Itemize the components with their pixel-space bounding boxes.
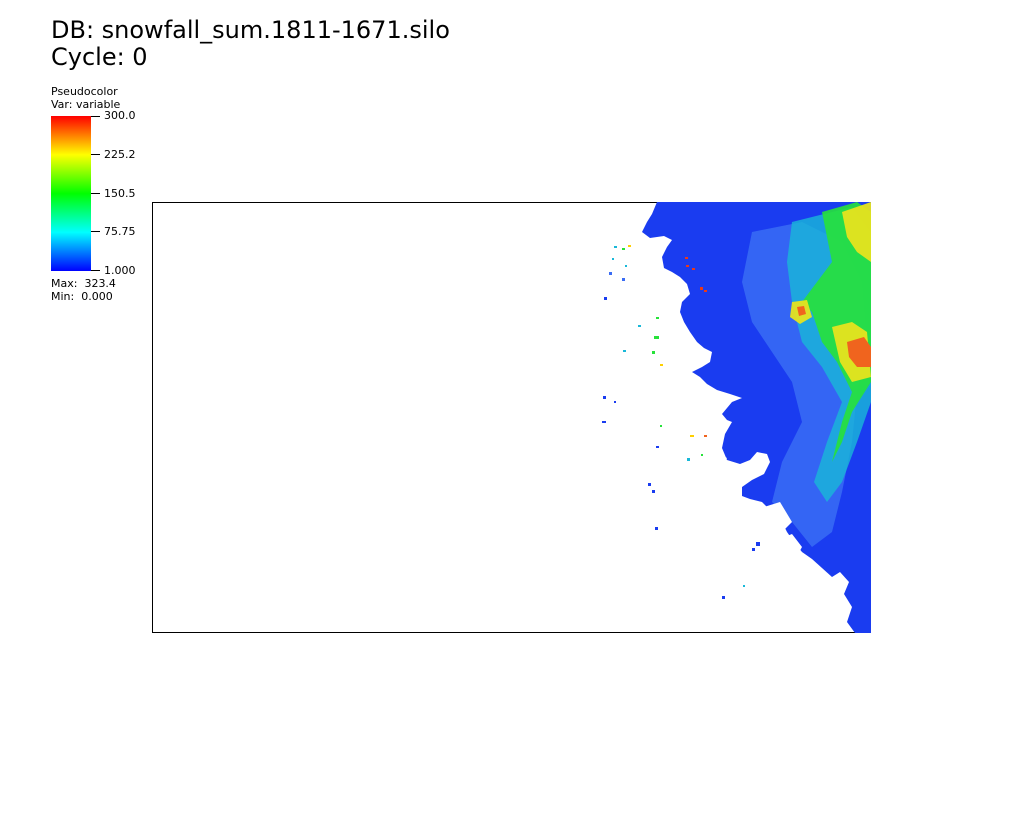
colorbar-tick: [91, 231, 100, 232]
cycle-label: Cycle: 0: [51, 43, 148, 71]
colorbar-tick: [91, 270, 100, 271]
colorbar-tick-label: 225.2: [104, 148, 136, 161]
database-title: DB: snowfall_sum.1811-1671.silo: [51, 16, 450, 44]
isolated-cells: [602, 245, 760, 599]
colorbar-tick: [91, 116, 100, 117]
snowfall-region-very-high: [790, 202, 871, 382]
colorbar-tick-label: 150.5: [104, 187, 136, 200]
pseudocolor-field: [602, 202, 871, 633]
legend-variable: Var: variable: [51, 98, 121, 111]
data-max-label: Max: 323.4: [51, 277, 116, 290]
color-bar: [51, 116, 91, 271]
colorbar-tick-label-min: 1.000: [104, 264, 136, 277]
colorbar-tick: [91, 154, 100, 155]
colorbar-tick-label: 75.75: [104, 225, 136, 238]
colorbar-tick: [91, 193, 100, 194]
snowfall-region-peak: [797, 306, 871, 367]
snow-free-inlet: [692, 450, 802, 562]
colorbar-tick-label-max: 300.0: [104, 109, 136, 122]
legend-plot-type: Pseudocolor: [51, 85, 118, 98]
data-min-label: Min: 0.000: [51, 290, 113, 303]
